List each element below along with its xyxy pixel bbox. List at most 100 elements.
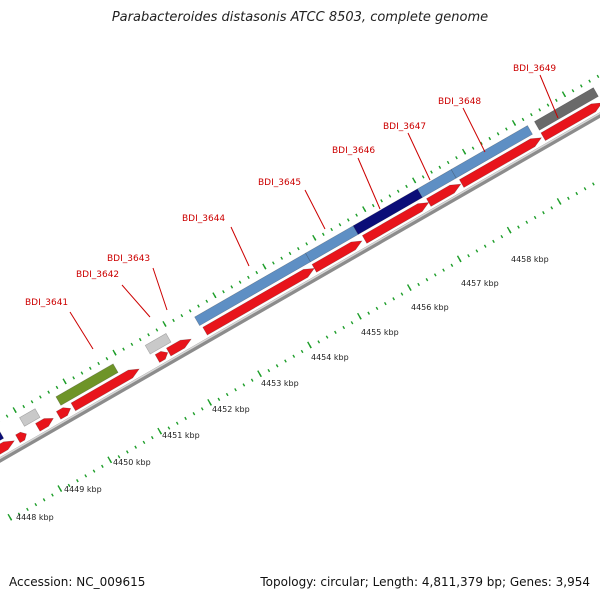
cds-arrow-10: [361, 202, 430, 244]
tick-mark-scale: [417, 282, 420, 287]
cds-arrow-6: [154, 351, 169, 363]
tick-mark-inner: [579, 84, 583, 88]
tick-mark-inner: [355, 213, 358, 217]
tick-mark-scale: [575, 191, 579, 196]
gene-label: BDI_3641: [25, 298, 68, 308]
tick-mark-scale: [150, 435, 154, 440]
tick-mark-scale: [442, 268, 445, 272]
tick-mark-scale: [500, 234, 504, 239]
kbp-label: 4451 kbp: [162, 431, 200, 440]
kbp-label: 4457 kbp: [461, 279, 499, 288]
tick-mark-inner-major: [461, 148, 467, 155]
gene-label: BDI_3647: [383, 122, 426, 132]
tick-mark-inner: [546, 103, 550, 107]
cds-arrow-3: [35, 418, 54, 432]
feature-box-bdi-3646: [352, 188, 423, 235]
tick-mark-scale: [101, 464, 104, 468]
tick-mark-inner: [39, 395, 42, 399]
tick-mark-inner: [172, 318, 175, 323]
gene-leader-line: [357, 157, 381, 210]
tick-mark-scale: [492, 239, 495, 244]
cds-arrow-5: [70, 368, 140, 412]
tick-mark-inner: [30, 400, 34, 404]
tick-mark-scale: [483, 244, 487, 248]
tick-mark-inner: [188, 309, 192, 313]
tick-mark-scale: [42, 498, 46, 502]
tick-mark-inner: [554, 98, 558, 102]
tick-mark-inner: [346, 218, 350, 222]
topology-text: Topology: circular; Length: 4,811,379 bp…: [260, 575, 590, 589]
tick-mark-scale: [34, 502, 38, 507]
tick-mark-scale: [400, 292, 404, 296]
tick-mark-inner: [471, 146, 475, 150]
tick-mark-scale: [475, 249, 479, 253]
tick-mark-scale: [217, 397, 221, 401]
tick-mark-inner: [446, 160, 450, 165]
gene-label: BDI_3642: [76, 270, 119, 280]
gene-leader-line: [462, 107, 486, 153]
tick-mark-scale: [125, 450, 129, 454]
tick-mark-inner: [588, 79, 591, 83]
gene-label: BDI_3648: [438, 97, 481, 107]
tick-mark-inner: [105, 357, 109, 361]
cds-arrow-12: [459, 137, 543, 188]
tick-mark-inner: [288, 251, 292, 256]
feature-box-bdi-3641: [55, 363, 119, 406]
tick-mark-scale: [225, 392, 229, 397]
tick-mark-scale-major: [556, 198, 562, 205]
tick-mark-scale-major: [406, 284, 412, 291]
gene-label: BDI_3644: [182, 214, 225, 224]
tick-mark-inner: [22, 404, 26, 409]
tick-mark-inner: [247, 275, 250, 280]
tick-mark-scale: [542, 211, 545, 215]
feature-box-bdi-3647: [416, 169, 457, 198]
label-layer: 4448 kbp 4449 kbp 4450 kbp 4451 kbp 4452 kbp…: [16, 64, 559, 522]
feature-box-gray-1: [19, 408, 41, 427]
tick-mark-inner: [480, 141, 483, 146]
tick-mark-scale: [525, 220, 529, 224]
tick-mark-inner: [405, 184, 408, 189]
tick-mark-scale: [267, 368, 271, 373]
tick-mark-scale: [517, 225, 520, 229]
tick-mark-inner: [147, 333, 150, 337]
tick-mark-inner: [138, 337, 142, 342]
tick-mark-scale: [184, 416, 187, 421]
tick-mark-scale: [325, 335, 329, 339]
kbp-label: 4450 kbp: [113, 458, 151, 467]
tick-mark-inner: [538, 108, 542, 112]
tick-mark-inner: [80, 371, 84, 375]
tick-mark-scale: [200, 407, 204, 411]
tick-mark-inner: [321, 232, 325, 236]
tick-mark-scale-major: [7, 513, 13, 521]
tick-mark-inner: [396, 189, 400, 193]
tick-mark-inner: [530, 113, 533, 117]
tick-mark-inner: [155, 328, 159, 332]
kbp-label: 4454 kbp: [311, 353, 349, 362]
tick-mark-scale: [17, 512, 21, 516]
tick-mark-inner: [371, 203, 375, 208]
gene-layer: [0, 87, 600, 463]
tick-mark-scale: [317, 340, 321, 344]
tick-mark-scale: [450, 263, 454, 267]
tick-mark-scale-major: [456, 255, 462, 263]
tick-mark-inner: [596, 74, 600, 79]
tick-mark-scale-major: [207, 398, 212, 406]
tick-mark-scale: [76, 479, 79, 483]
tick-mark-inner: [380, 199, 383, 203]
tick-mark-scale: [425, 278, 429, 282]
tick-mark-inner-major: [362, 206, 367, 213]
tick-mark-scale-major: [307, 341, 312, 349]
tick-mark-scale-major: [57, 485, 63, 492]
tick-mark-inner: [180, 313, 184, 318]
tick-mark-scale: [300, 349, 304, 354]
tick-mark-inner-major: [212, 292, 217, 299]
gene-leader-line: [230, 226, 250, 267]
tick-mark-scale: [350, 321, 354, 325]
cds-arrow-7: [165, 338, 192, 357]
tick-mark-scale-major: [257, 370, 262, 378]
tick-mark-inner: [488, 136, 492, 141]
cds-arrow-2: [15, 431, 27, 444]
tick-mark-scale: [284, 359, 287, 363]
tick-mark-inner: [55, 385, 59, 390]
